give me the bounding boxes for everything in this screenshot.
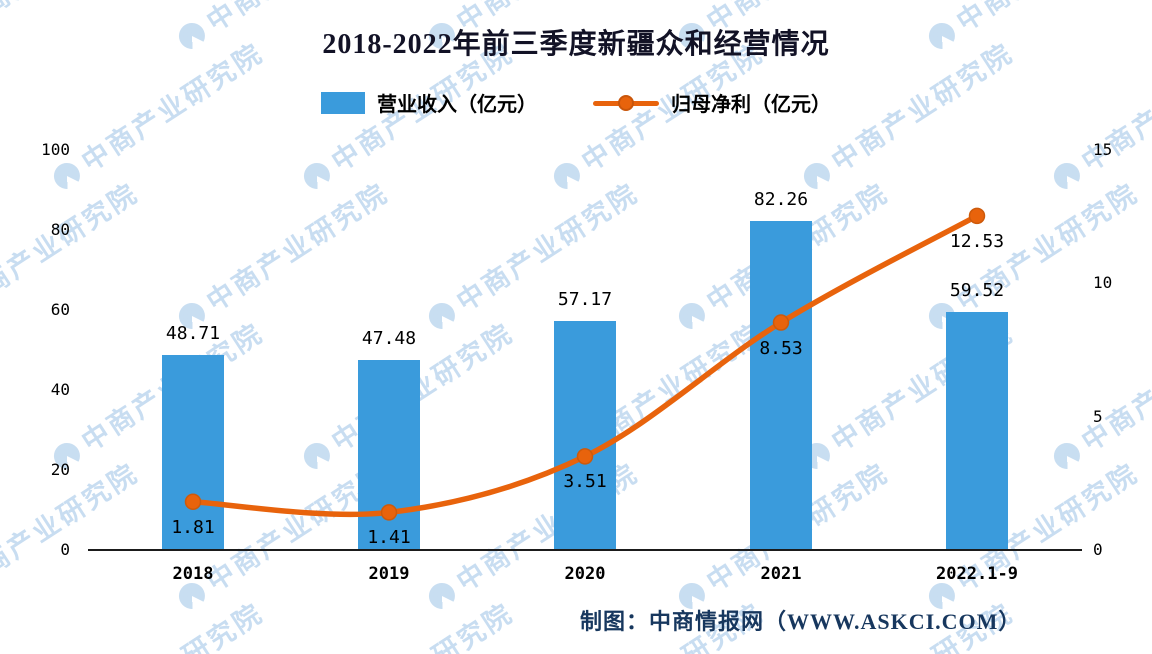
left-axis-tick: 100: [41, 140, 70, 159]
source-caption: 制图：中商情报网（WWW.ASKCI.COM）: [580, 609, 1022, 634]
net-profit-value-label: 12.53: [949, 230, 1005, 252]
x-axis-category: 2020: [564, 564, 606, 584]
net-profit-value-label: 8.53: [759, 337, 803, 359]
x-axis-category: 2022.1-9: [936, 564, 1018, 584]
line-marker: [968, 207, 986, 225]
right-axis-tick: 10: [1093, 273, 1113, 293]
revenue-value-label: 59.52: [949, 279, 1005, 301]
right-axis-tick: 0: [1093, 540, 1103, 559]
right-axis-tick: 15: [1093, 140, 1113, 159]
left-axis-tick: 0: [60, 540, 70, 559]
x-axis-category: 2021: [760, 564, 802, 584]
x-axis-category: 2019: [368, 564, 410, 584]
legend-line-marker: [618, 94, 634, 111]
left-axis-tick: 80: [50, 220, 70, 239]
right-axis-tick: 5: [1093, 406, 1103, 426]
legend-bar-swatch: [321, 91, 365, 114]
revenue-bar: [554, 321, 616, 550]
legend-item: 营业收入（亿元）: [321, 88, 537, 117]
left-axis-tick: 60: [50, 300, 70, 319]
revenue-value-label: 82.26: [753, 188, 809, 210]
net-profit-value-label: 1.41: [367, 527, 411, 549]
revenue-bar: [358, 360, 420, 550]
net-profit-value-label: 1.81: [171, 516, 215, 538]
net-profit-value-label: 3.51: [563, 471, 607, 493]
legend-label: 归母净利（亿元）: [671, 94, 831, 116]
revenue-value-label: 48.71: [165, 323, 221, 345]
revenue-bar: [750, 220, 812, 550]
x-axis-category: 2018: [172, 564, 214, 584]
legend: 营业收入（亿元） 归母净利（亿元）: [0, 88, 1152, 117]
revenue-value-label: 57.17: [557, 289, 613, 311]
left-axis-tick: 40: [50, 380, 70, 399]
revenue-value-label: 47.48: [361, 328, 417, 350]
chart-title: 2018-2022年前三季度新疆众和经营情况: [322, 29, 830, 60]
legend-line-swatch: [593, 92, 659, 114]
x-axis-line: [88, 549, 1082, 551]
revenue-bar: [946, 311, 1008, 550]
legend-label: 营业收入（亿元）: [377, 94, 537, 116]
left-axis-tick: 20: [50, 460, 70, 479]
legend-item: 归母净利（亿元）: [593, 88, 831, 117]
